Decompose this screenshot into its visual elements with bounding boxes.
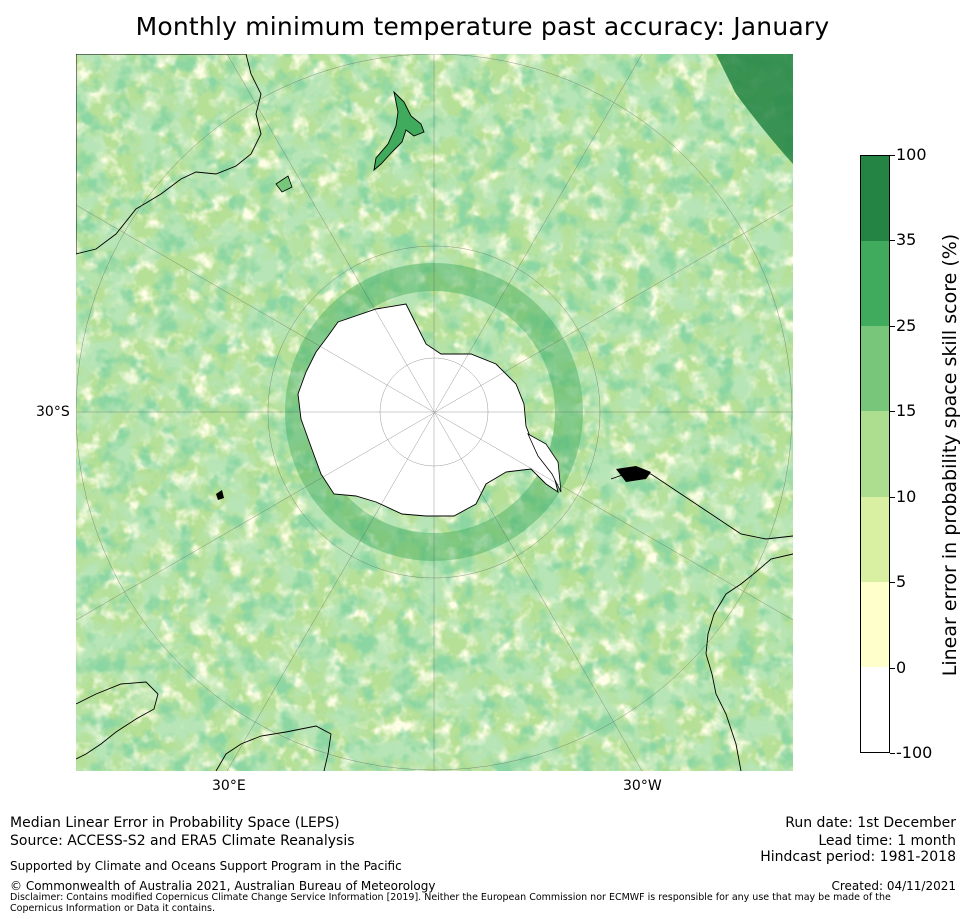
colorbar-tick-label: 5 — [896, 572, 907, 592]
colorbar-tick-mark — [890, 753, 895, 754]
colorbar-tick-mark — [890, 667, 895, 669]
small-island — [216, 490, 224, 500]
colorbar-bin — [861, 411, 889, 498]
lat-label-30s: 30°S — [36, 404, 70, 420]
footer-lead-time: Lead time: 1 month — [818, 833, 956, 849]
footer-leps: Median Linear Error in Probability Space… — [10, 815, 340, 831]
colorbar-tick-label: 25 — [896, 315, 917, 335]
colorbar-tick-label: 15 — [896, 401, 917, 421]
colorbar-tick-mark — [890, 240, 895, 242]
colorbar-bin — [861, 156, 889, 242]
tierra-del-fuego — [616, 466, 651, 482]
southern-africa-coastline — [76, 681, 332, 771]
chart-title: Monthly minimum temperature past accurac… — [135, 12, 830, 41]
footer-copyright: © Commonwealth of Australia 2021, Austra… — [10, 879, 436, 893]
skill-map — [76, 54, 793, 771]
footer-disclaimer: Disclaimer: Contains modified Copernicus… — [10, 892, 891, 914]
colorbar-tick-label: -100 — [896, 743, 933, 762]
colorbar — [860, 155, 890, 753]
tasmania — [275, 175, 293, 193]
footer-hindcast: Hindcast period: 1981-2018 — [760, 849, 956, 865]
footer-supported: Supported by Climate and Oceans Support … — [10, 859, 402, 873]
colorbar-tick-mark — [890, 496, 895, 498]
colorbar-tick-mark — [890, 411, 895, 413]
lon-label-30w: 30°W — [623, 778, 662, 794]
colorbar-tick-mark — [890, 155, 895, 156]
colorbar-title: Linear error in probability space skill … — [939, 233, 961, 677]
colorbar-bin — [861, 496, 889, 583]
colorbar-tick-label: 35 — [896, 230, 917, 250]
footer-created: Created: 04/11/2021 — [831, 879, 956, 893]
colorbar-bin — [861, 666, 889, 753]
colorbar-tick-mark — [890, 325, 895, 327]
antarctica-coastline — [297, 303, 559, 517]
colorbar-tick-label: 10 — [896, 486, 917, 506]
colorbar-bin — [861, 581, 889, 668]
high-skill-corner — [716, 54, 793, 164]
map-panel — [76, 54, 793, 771]
colorbar-tick-label: 0 — [896, 657, 907, 677]
colorbar-bin — [861, 326, 889, 412]
colorbar-tick-label: 100 — [896, 145, 927, 164]
colorbar-tick-mark — [890, 582, 895, 584]
lon-label-30e: 30°E — [212, 778, 246, 794]
antarctic-peninsula — [527, 433, 562, 493]
footer-run-date: Run date: 1st December — [785, 815, 956, 831]
graticule — [76, 54, 793, 771]
footer-source: Source: ACCESS-S2 and ERA5 Climate Reana… — [10, 833, 355, 849]
new-zealand-coastline — [373, 90, 425, 172]
australia-coastline — [76, 54, 262, 255]
colorbar-bin — [861, 241, 889, 327]
